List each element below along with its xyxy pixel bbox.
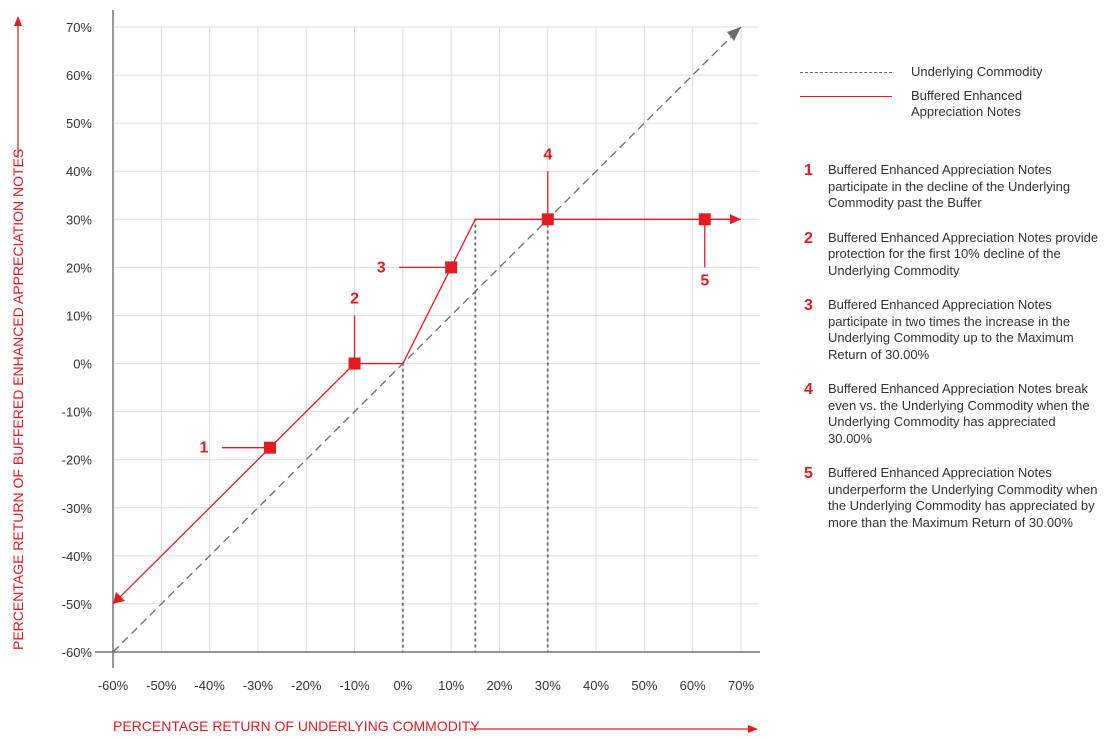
axis-titles: PERCENTAGE RETURN OF UNDERLYING COMMODIT…: [10, 149, 480, 734]
legend-dashed-line-swatch: [800, 72, 892, 73]
note-number: 2: [804, 229, 813, 247]
y-tick-label: -30%: [62, 501, 93, 516]
legend: Underlying Commodity Buffered Enhanced A…: [800, 62, 1100, 119]
note-text: Buffered Enhanced Appreciation Notes par…: [828, 162, 1071, 210]
x-tick-label: -50%: [146, 678, 177, 693]
x-axis-title: PERCENTAGE RETURN OF UNDERLYING COMMODIT…: [113, 718, 480, 734]
axes: [14, 10, 760, 733]
payoff-chart: 1 2 3 4 5 -60% -50% -40% -30% -20% -10% 0% 10% 20% 30…: [10, 10, 760, 734]
data-marker-square: [348, 357, 361, 370]
y-tick-label: 0%: [73, 357, 92, 372]
data-marker-square: [541, 213, 554, 226]
y-tick-label: 70%: [66, 20, 92, 35]
y-axis-title-arrowhead: [14, 16, 22, 26]
x-tick-label: -30%: [243, 678, 274, 693]
note-text: Buffered Enhanced Appreciation Notes und…: [828, 465, 1098, 530]
note-item: 4 Buffered Enhanced Appreciation Notes b…: [804, 381, 1104, 447]
x-tick-label: 40%: [583, 678, 609, 693]
legend-solid-line-swatch: [800, 96, 892, 97]
y-tick-label: -40%: [62, 549, 93, 564]
y-tick-label: 50%: [66, 116, 92, 131]
y-axis-title: PERCENTAGE RETURN OF BUFFERED ENHANCED A…: [10, 149, 26, 650]
note-item: 1 Buffered Enhanced Appreciation Notes p…: [804, 162, 1104, 212]
note-number: 4: [804, 381, 813, 398]
legend-item-notes: Buffered Enhanced Appreciation Notes: [800, 86, 1100, 119]
marker-number-label: 1: [200, 440, 209, 457]
x-tick-label: 30%: [535, 678, 561, 693]
y-tick-label: 60%: [66, 68, 92, 83]
data-marker-square: [264, 441, 276, 454]
marker-callouts: 1 2 3 4 5: [200, 146, 711, 457]
note-item: 3 Buffered Enhanced Appreciation Notes p…: [804, 297, 1104, 363]
x-tick-label: 20%: [486, 678, 512, 693]
y-tick-label: -50%: [62, 597, 93, 612]
note-text: Buffered Enhanced Appreciation Notes bre…: [828, 381, 1090, 446]
x-tick-label: 60%: [680, 678, 706, 693]
y-tick-label: 30%: [66, 212, 92, 227]
x-tick-label: 10%: [438, 678, 464, 693]
marker-number-label: 4: [543, 146, 552, 163]
x-tick-label: -20%: [291, 678, 322, 693]
x-axis-title-arrowhead: [748, 725, 758, 733]
y-tick-label: 10%: [66, 308, 92, 323]
series-layer: [112, 26, 742, 653]
legend-item-underlying: Underlying Commodity: [800, 62, 1100, 84]
marker-number-label: 5: [700, 272, 709, 289]
data-marker-square: [445, 261, 458, 274]
x-tick-label: -10%: [339, 678, 370, 693]
note-number: 5: [804, 465, 813, 482]
grid: [112, 26, 759, 653]
data-marker-square: [698, 213, 711, 226]
note-item: 2 Buffered Enhanced Appreciation Notes p…: [804, 230, 1104, 280]
y-tick-label: -10%: [62, 405, 93, 420]
notes-list: 1 Buffered Enhanced Appreciation Notes p…: [804, 162, 1104, 531]
x-tick-label: -60%: [98, 678, 129, 693]
y-tick-label: -60%: [62, 645, 93, 660]
legend-label: Buffered Enhanced Appreciation Notes: [911, 88, 1023, 119]
note-item: 5 Buffered Enhanced Appreciation Notes u…: [804, 465, 1104, 531]
dotted-guides: [401, 218, 549, 653]
x-tick-label: 50%: [631, 678, 657, 693]
legend-label: Underlying Commodity: [911, 64, 1043, 79]
marker-number-label: 3: [377, 259, 386, 276]
note-text: Buffered Enhanced Appreciation Notes pro…: [828, 229, 1099, 278]
y-tick-label: -20%: [62, 453, 93, 468]
series-line-underlying: [112, 26, 742, 653]
x-tick-label: 0%: [393, 678, 412, 693]
tick-labels: -60% -50% -40% -30% -20% -10% 0% 10% 20% 30% 40% 50…: [62, 20, 755, 693]
x-tick-label: 70%: [728, 678, 754, 693]
y-tick-label: 40%: [66, 164, 92, 179]
series-arrowhead-underlying: [727, 27, 741, 41]
series-arrowhead-notes-left: [113, 591, 125, 604]
note-text: Buffered Enhanced Appreciation Notes par…: [828, 297, 1074, 362]
series-arrowhead-notes-right: [730, 214, 741, 225]
note-number: 3: [804, 297, 813, 314]
x-tick-label: -40%: [194, 678, 225, 693]
marker-number-label: 2: [350, 291, 359, 308]
y-tick-label: 20%: [66, 260, 92, 275]
note-number: 1: [804, 162, 813, 179]
